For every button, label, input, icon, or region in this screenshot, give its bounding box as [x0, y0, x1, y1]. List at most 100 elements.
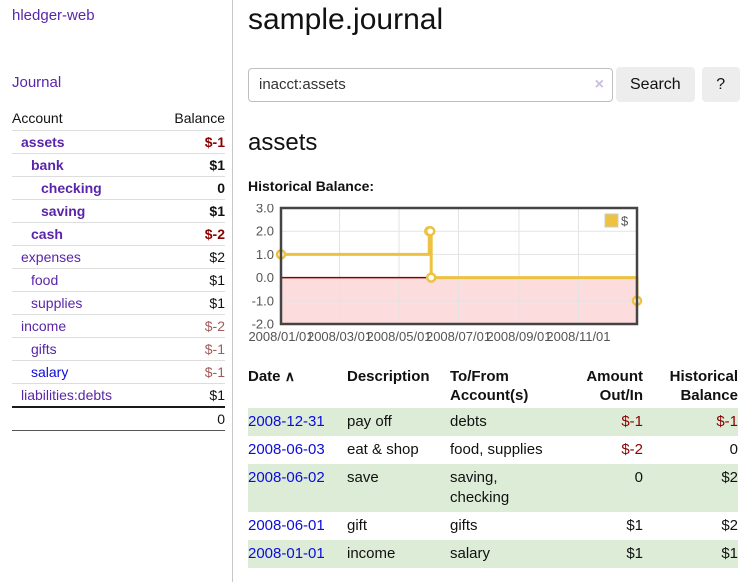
account-link[interactable]: gifts — [31, 341, 57, 357]
account-balance: $2 — [153, 245, 225, 269]
account-row: bank $1 — [12, 153, 225, 177]
account-row: gifts $-1 — [12, 337, 225, 361]
register-cell-date: 2008-12-31 — [248, 408, 347, 436]
account-link[interactable]: saving — [41, 203, 86, 219]
search-input[interactable] — [248, 67, 613, 102]
account-row: salary $-1 — [12, 360, 225, 384]
chart-title: Historical Balance: — [248, 178, 375, 194]
account-link[interactable]: income — [21, 318, 67, 334]
account-link[interactable]: salary — [31, 364, 69, 380]
register-cell-tofrom: debts — [450, 413, 487, 430]
register-cell-amount: $1 — [626, 545, 643, 562]
register-cell-balance: $2 — [721, 517, 738, 534]
register-cell-date: 2008-06-03 — [248, 436, 347, 464]
register-cell-description: pay off — [347, 413, 392, 430]
account-balance: 0 — [153, 176, 225, 200]
accounts-header-balance: Balance — [153, 107, 225, 131]
register-cell-tofrom: food, supplies — [450, 441, 543, 458]
register-cell-description: eat & shop — [347, 441, 419, 458]
accounts-table: Account Balance assets $-1 bank $1 checking 0… — [12, 107, 225, 431]
account-balance: $-2 — [153, 222, 225, 246]
account-link[interactable]: food — [31, 272, 59, 288]
register-cell-balance: $2 — [721, 469, 738, 486]
y-tick-label: 1.0 — [256, 247, 274, 262]
x-tick-label: 2008/09/01 — [486, 329, 551, 344]
account-balance: $-2 — [153, 314, 225, 338]
x-tick-label: 2008/11/01 — [546, 329, 610, 344]
account-balance: $1 — [153, 383, 225, 408]
x-tick-label: 2008/07/01 — [426, 329, 491, 344]
account-balance: $-1 — [153, 337, 225, 361]
search-form: × Search ? — [248, 67, 742, 102]
register-header-tofrom: To/From Account(s) — [450, 368, 529, 404]
register-row: 2008-06-03 eat & shop food, supplies $-2 0 — [248, 436, 738, 464]
register-cell-balance: 0 — [729, 441, 738, 458]
y-tick-label: -1.0 — [252, 293, 274, 308]
historical-balance-chart[interactable]: 3.0 2.0 1.0 0.0 -1.0 -2.02008/01/012008/03/01… — [248, 204, 646, 352]
y-tick-label: 3.0 — [256, 204, 274, 216]
plot-border — [279, 206, 639, 326]
y-tick-label: 0.0 — [256, 270, 274, 285]
account-row: saving $1 — [12, 199, 225, 223]
register-header-balance: Historical Balance — [669, 368, 738, 404]
clear-search-icon[interactable]: × — [594, 75, 604, 93]
register-row: 2008-06-01 gift gifts $1 $2 — [248, 512, 738, 540]
account-link[interactable]: assets — [21, 134, 65, 150]
transaction-date-link[interactable]: 2008-06-03 — [248, 441, 325, 458]
transaction-date-link[interactable]: 2008-01-01 — [248, 545, 325, 562]
accounts-total-row: 0 — [12, 406, 225, 431]
accounts-total-value: 0 — [153, 406, 225, 431]
account-row: liabilities:debts $1 — [12, 383, 225, 408]
account-row: assets $-1 — [12, 130, 225, 154]
register-cell-tofrom: saving, checking — [450, 469, 510, 506]
register-table: Date ∧ Description To/From Account(s) Am… — [248, 365, 738, 568]
account-row: expenses $2 — [12, 245, 225, 269]
page-title: sample.journal — [248, 3, 444, 36]
register-cell-tofrom: gifts — [450, 517, 478, 534]
account-balance: $1 — [153, 291, 225, 315]
accounts-header-account: Account — [12, 107, 154, 131]
account-row: cash $-2 — [12, 222, 225, 246]
y-tick-label: 2.0 — [256, 224, 274, 239]
x-tick-label: 2008/05/01 — [366, 329, 431, 344]
account-link[interactable]: expenses — [21, 249, 81, 265]
register-cell-date: 2008-01-01 — [248, 540, 347, 568]
legend-label: $ — [621, 214, 629, 229]
sort-asc-icon: ∧ — [284, 368, 295, 384]
account-row: supplies $1 — [12, 291, 225, 315]
account-link[interactable]: liabilities:debts — [21, 387, 113, 403]
transaction-date-link[interactable]: 2008-12-31 — [248, 413, 325, 430]
account-heading: assets — [248, 129, 318, 156]
x-tick-label: 2008/03/01 — [307, 329, 372, 344]
nav-journal-link[interactable]: Journal — [12, 74, 62, 91]
register-row: 2008-01-01 income salary $1 $1 — [248, 540, 738, 568]
sidebar: hledger-web Journal Account Balance asse… — [0, 0, 233, 582]
register-header-row: Date ∧ Description To/From Account(s) Am… — [248, 365, 738, 408]
register-cell-balance: $1 — [721, 545, 738, 562]
account-balance: $1 — [153, 153, 225, 177]
account-link[interactable]: checking — [41, 180, 102, 196]
brand-link[interactable]: hledger-web — [12, 7, 95, 24]
register-cell-date: 2008-06-01 — [248, 512, 347, 540]
x-tick-label: 2008/01/01 — [248, 329, 313, 344]
search-button[interactable]: Search — [616, 67, 695, 102]
transaction-date-link[interactable]: 2008-06-02 — [248, 469, 325, 486]
account-balance: $1 — [153, 199, 225, 223]
legend-swatch — [604, 213, 619, 228]
main-content: sample.journal × Search ? assets Histori… — [248, 0, 742, 568]
data-point-marker — [425, 272, 437, 283]
account-link[interactable]: supplies — [31, 295, 83, 311]
register-header-amount: Amount Out/In — [586, 368, 643, 404]
register-header-date[interactable]: Date ∧ — [248, 368, 295, 385]
account-link[interactable]: cash — [31, 226, 63, 242]
account-link[interactable]: bank — [31, 157, 64, 173]
transaction-date-link[interactable]: 2008-06-01 — [248, 517, 325, 534]
help-button[interactable]: ? — [701, 67, 740, 102]
register-header-description: Description — [347, 368, 430, 385]
account-balance: $-1 — [153, 360, 225, 384]
register-cell-amount: $1 — [626, 517, 643, 534]
register-cell-balance: $-1 — [716, 413, 738, 430]
register-cell-description: gift — [347, 517, 368, 534]
account-row: income $-2 — [12, 314, 225, 338]
register-cell-description: save — [347, 469, 379, 486]
